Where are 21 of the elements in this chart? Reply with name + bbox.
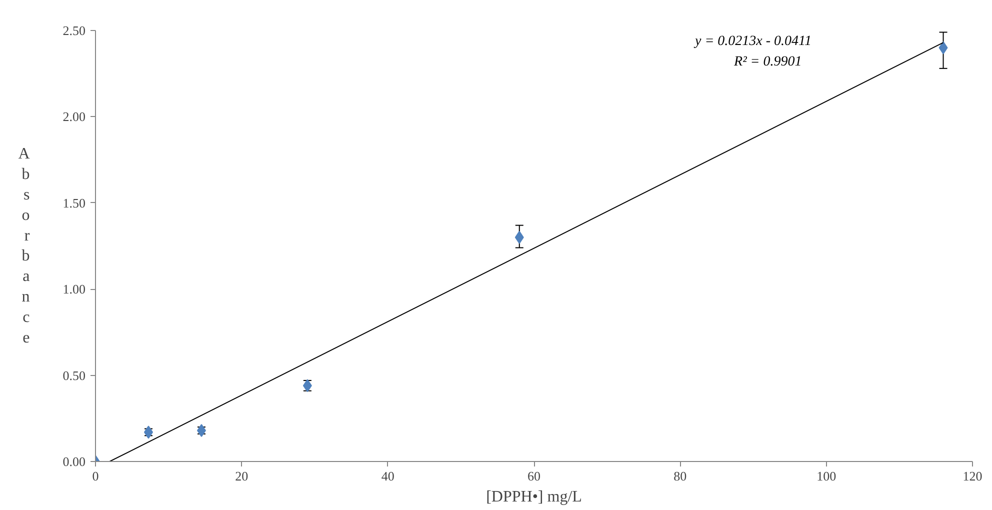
x-tick-label: 0 — [92, 468, 99, 484]
x-tick-label: 120 — [962, 468, 982, 484]
point — [514, 230, 524, 244]
point — [938, 41, 948, 54]
y-tick-label: 1.00 — [62, 282, 86, 297]
x-tick-label: 60 — [528, 468, 540, 484]
y-tick-label: 0.00 — [62, 454, 86, 469]
annotation: R² = 0.9901 — [733, 54, 802, 70]
x-tick-label: 100 — [816, 468, 836, 484]
x-tick-label: 40 — [381, 468, 394, 484]
x-tick-label: 20 — [235, 468, 248, 484]
annotation: y = 0.0213x - 0.0411 — [693, 34, 812, 49]
y-tick-label: 2.00 — [62, 109, 86, 124]
x-axis-title: [DPPH•] mg/L — [486, 488, 582, 506]
y-tick-label: 0.50 — [62, 368, 86, 383]
x-tick-label: 80 — [674, 468, 687, 484]
y-tick-label: 2.50 — [62, 23, 86, 38]
point — [144, 426, 153, 439]
y-tick-label: 1.50 — [62, 195, 86, 210]
text: Absorbance — [18, 146, 30, 346]
point — [196, 424, 206, 437]
